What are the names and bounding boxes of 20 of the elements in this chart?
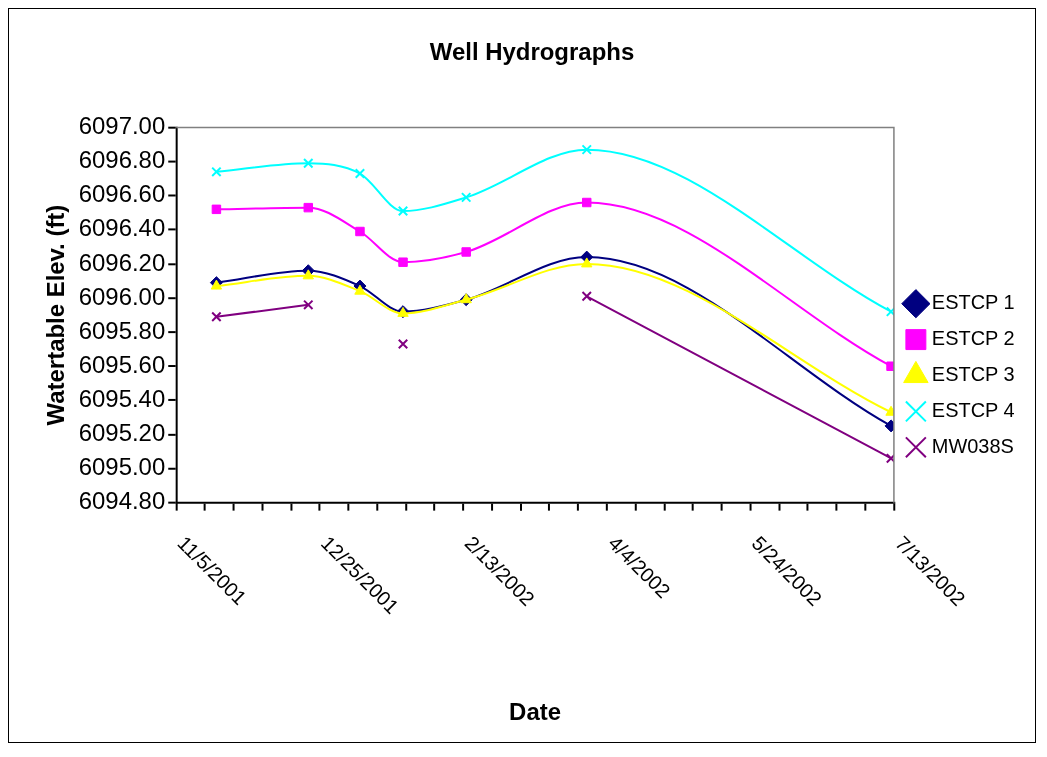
- legend-label: ESTCP 1: [931, 291, 1015, 314]
- y-tick-label: 6095.40: [78, 384, 166, 412]
- y-tick-label: 6097.00: [78, 112, 166, 140]
- legend-label: MW038S: [931, 434, 1014, 457]
- legend-label: ESTCP 3: [931, 363, 1015, 385]
- legend-label: ESTCP 2: [931, 327, 1015, 350]
- y-tick-label: 6096.60: [78, 180, 166, 208]
- y-tick-label: 6096.80: [78, 146, 166, 174]
- y-tick-label: 6096.20: [78, 248, 166, 276]
- y-tick-label: 6095.80: [78, 316, 166, 344]
- x-axis-title: Date: [509, 698, 562, 726]
- y-tick-label: 6095.20: [78, 419, 166, 447]
- y-tick-label: 6094.80: [78, 487, 166, 515]
- y-axis-title: Watertable Elev. (ft): [41, 204, 69, 426]
- y-tick-label: 6095.00: [78, 453, 166, 481]
- y-tick-label: 6096.00: [78, 282, 166, 310]
- legend-label: ESTCP 4: [931, 398, 1015, 421]
- y-tick-label: 6095.60: [78, 350, 166, 378]
- y-tick-label: 6096.40: [78, 214, 166, 242]
- chart-title: Well Hydrographs: [429, 37, 635, 65]
